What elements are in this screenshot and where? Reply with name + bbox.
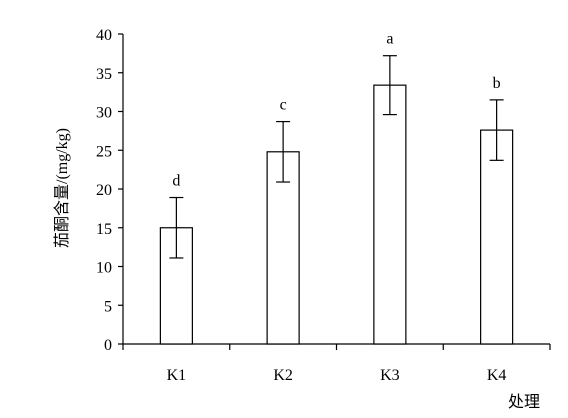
x-axis (122, 343, 551, 350)
x-tick-label-k3: K3 (380, 367, 400, 384)
y-axis: 0 5 10 15 20 25 30 35 40 (96, 27, 124, 354)
bar-k1 (159, 227, 193, 345)
significance-label-k2: c (280, 97, 287, 114)
y-tick-label: 25 (96, 143, 112, 160)
y-tick-label: 0 (104, 337, 112, 354)
y-tick-label: 40 (96, 27, 112, 44)
x-axis-label: 处理 (508, 393, 540, 411)
y-tick-label: 30 (96, 105, 112, 122)
significance-label-k4: b (493, 75, 501, 92)
bar-k2 (266, 151, 300, 345)
bar-k3 (373, 84, 407, 345)
bars-group: d K1 c K2 a K3 b K4 (159, 31, 514, 384)
y-tick-label: 20 (96, 182, 112, 199)
y-tick-label: 10 (96, 260, 112, 277)
bar-k4 (480, 129, 514, 345)
y-tick-label: 35 (96, 66, 112, 83)
x-tick-label-k2: K2 (273, 367, 293, 384)
x-tick-label-k1: K1 (167, 367, 187, 384)
x-tick-label-k4: K4 (487, 367, 507, 384)
y-tick-label: 15 (96, 221, 112, 238)
significance-label-k3: a (386, 31, 393, 48)
y-axis-label: 茄酮含量/(mg/kg) (53, 128, 71, 248)
y-tick-label: 5 (104, 298, 112, 315)
significance-label-k1: d (172, 173, 180, 190)
